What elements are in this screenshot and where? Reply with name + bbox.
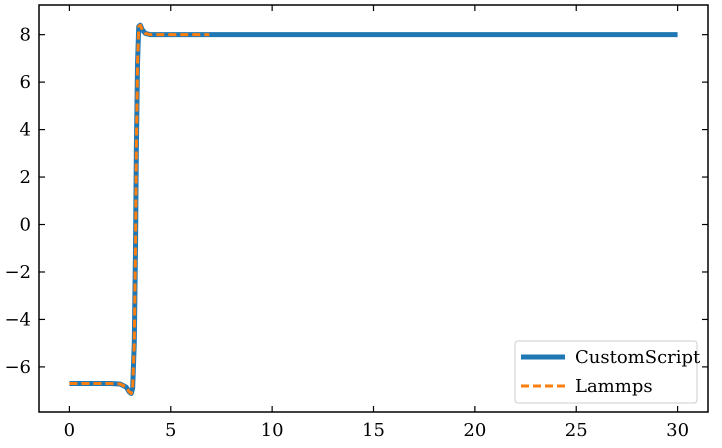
x-tick-label-4: 20 xyxy=(463,420,486,441)
series-line-1 xyxy=(69,23,210,395)
series-layer xyxy=(69,22,678,396)
x-tick-label-5: 25 xyxy=(565,420,588,441)
y-tick-label-7: 8 xyxy=(20,25,31,46)
x-tick-label-6: 30 xyxy=(666,420,689,441)
x-tick-label-0: 0 xyxy=(64,420,75,441)
y-tick-label-3: 0 xyxy=(20,215,31,236)
y-tick-label-0: −6 xyxy=(4,357,31,378)
legend-label-0: CustomScript xyxy=(575,347,701,368)
x-tick-label-2: 10 xyxy=(261,420,284,441)
legend-label-1: Lammps xyxy=(575,376,653,397)
y-tick-label-6: 6 xyxy=(20,72,31,93)
ticks-layer: 0 5 10 15 20 25 30 −6 −4 −2 0 2 4 6 8 xyxy=(4,5,708,441)
legend: CustomScript Lammps xyxy=(514,340,701,404)
y-tick-label-1: −4 xyxy=(4,309,31,330)
x-tick-label-1: 5 xyxy=(165,420,176,441)
y-tick-label-5: 4 xyxy=(20,120,31,141)
y-tick-label-2: −2 xyxy=(4,262,31,283)
y-tick-label-4: 2 xyxy=(20,167,31,188)
x-tick-label-3: 15 xyxy=(362,420,385,441)
